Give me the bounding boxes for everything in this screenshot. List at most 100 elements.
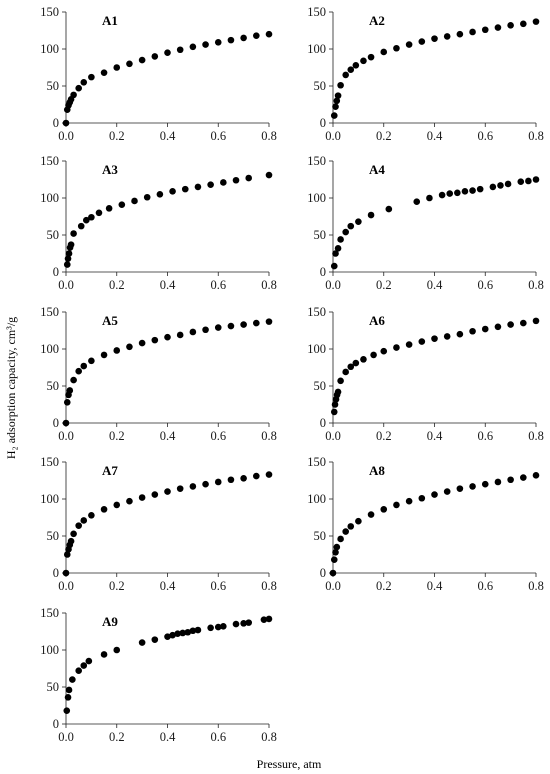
x-tick-label: 0.6: [477, 429, 493, 443]
data-point: [253, 319, 260, 327]
x-tick-label: 0.0: [58, 429, 74, 443]
data-point: [88, 213, 95, 221]
data-point: [525, 177, 532, 185]
x-tick-label: 0.0: [58, 579, 74, 593]
data-point: [456, 485, 464, 492]
data-point: [337, 81, 344, 89]
panel-label: A6: [369, 313, 385, 328]
x-tick-label: 0.8: [261, 129, 277, 143]
data-point: [494, 323, 502, 331]
data-point: [367, 53, 375, 61]
y-tick-label: 50: [47, 79, 60, 93]
data-point: [138, 494, 146, 501]
data-point: [113, 347, 121, 354]
data-point: [532, 317, 540, 325]
y-tick-label: 100: [40, 492, 59, 506]
data-point: [347, 523, 355, 530]
data-point: [88, 511, 95, 519]
data-point: [532, 176, 540, 183]
data-point: [70, 530, 77, 538]
chart-panel-a1: 0 50 100 150 0.0 0.2 0.4 0.6 0.8 A1: [40, 5, 277, 143]
data-point: [347, 222, 355, 230]
data-point: [176, 46, 184, 54]
data-point: [202, 480, 209, 488]
data-point: [65, 686, 73, 694]
data-point: [380, 48, 388, 56]
x-tick-label: 0.8: [528, 429, 544, 443]
data-point: [332, 103, 339, 111]
data-point: [202, 41, 209, 48]
data-point: [469, 327, 476, 335]
x-tick-label: 0.6: [477, 129, 493, 143]
x-tick-label: 0.4: [160, 579, 176, 593]
data-point: [164, 333, 171, 341]
data-point: [342, 528, 349, 535]
data-point: [456, 330, 464, 338]
data-point: [337, 377, 344, 385]
data-point: [118, 201, 126, 208]
x-tick-label: 0.8: [261, 579, 277, 593]
data-point: [334, 388, 342, 396]
data-point: [520, 319, 527, 327]
x-tick-label: 0.4: [427, 579, 443, 593]
data-point: [332, 548, 339, 556]
x-tick-label: 0.6: [477, 579, 493, 593]
data-point: [380, 347, 388, 355]
data-point: [494, 478, 502, 486]
x-tick-label: 0.4: [427, 129, 443, 143]
y-tick-label: 150: [307, 455, 326, 469]
data-point: [334, 245, 342, 252]
data-point: [265, 471, 273, 478]
data-point: [126, 60, 133, 68]
y-tick-label: 100: [307, 342, 326, 356]
data-point: [240, 34, 247, 42]
data-point: [355, 517, 362, 525]
data-point: [405, 341, 413, 348]
data-point: [532, 18, 540, 25]
y-tick-label: 0: [320, 566, 326, 580]
chart-panel-a9: 0 50 100 150 0.0 0.2 0.4 0.6 0.8 A9: [40, 606, 277, 744]
data-point: [385, 205, 393, 213]
x-tick-label: 0.6: [210, 278, 226, 292]
y-tick-label: 0: [320, 416, 326, 430]
panel-label: A7: [102, 463, 118, 478]
data-point: [63, 707, 71, 714]
x-tick-label: 0.8: [261, 278, 277, 292]
chart-panel-a6: 0 50 100 150 0.0 0.2 0.4 0.6 0.8 A6: [307, 305, 544, 443]
data-point: [360, 57, 367, 65]
data-point: [517, 178, 525, 186]
y-tick-label: 50: [47, 379, 60, 393]
data-point: [342, 228, 349, 236]
data-point: [184, 628, 192, 636]
data-point: [426, 194, 433, 202]
data-point: [330, 112, 338, 119]
data-point: [393, 501, 400, 509]
y-tick-label: 150: [307, 305, 326, 319]
x-tick-label: 0.0: [325, 579, 341, 593]
x-tick-label: 0.0: [325, 278, 341, 292]
data-point: [64, 255, 72, 262]
x-tick-label: 0.8: [528, 579, 544, 593]
data-point: [138, 339, 146, 347]
y-tick-label: 50: [314, 79, 327, 93]
data-point: [469, 187, 476, 194]
data-point: [214, 623, 222, 631]
x-tick-label: 0.6: [477, 278, 493, 292]
data-point: [333, 97, 341, 105]
data-point: [63, 551, 71, 558]
data-point: [330, 556, 338, 563]
x-tick-label: 0.2: [376, 579, 392, 593]
data-point: [265, 30, 273, 38]
x-tick-label: 0.6: [210, 730, 226, 744]
data-point: [265, 318, 273, 325]
x-tick-label: 0.6: [210, 129, 226, 143]
chart-panel-a8: 0 50 100 150 0.0 0.2 0.4 0.6 0.8 A8: [307, 455, 544, 593]
data-point: [64, 694, 72, 701]
data-point: [63, 261, 71, 268]
data-point: [88, 357, 95, 365]
data-point: [418, 38, 426, 45]
data-point: [62, 419, 70, 427]
data-point: [156, 191, 164, 198]
data-point: [507, 22, 514, 29]
